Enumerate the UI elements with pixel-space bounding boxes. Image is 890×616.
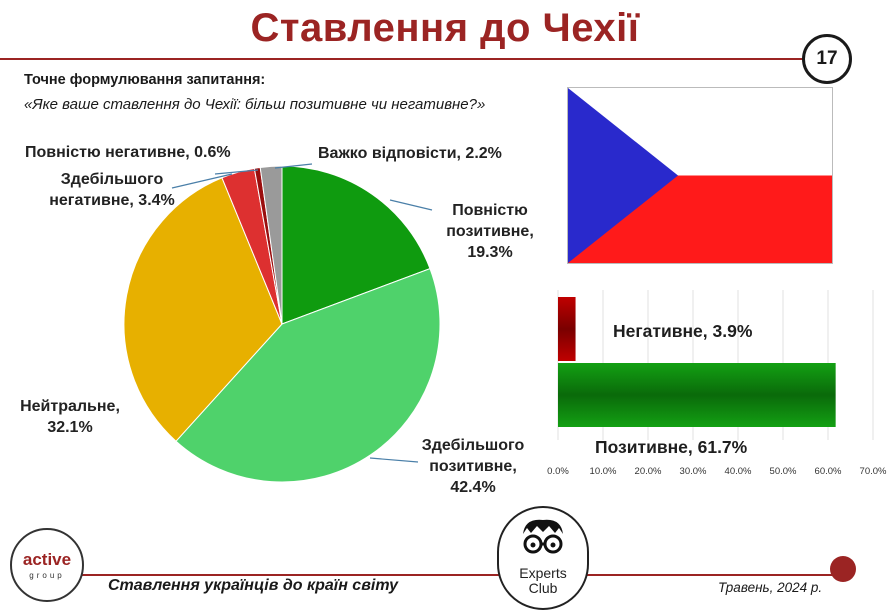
x-tick-label: 70.0%	[860, 466, 887, 477]
pie-chart: Повністю позитивне, 19.3% Здебільшого позити…	[20, 144, 534, 496]
pie-data-label: Здебільшого	[61, 171, 164, 188]
survey-title: Ставлення українців до країн світу	[108, 577, 399, 594]
question-label: Точне формулювання запитання:	[24, 72, 266, 88]
flag-blue-triangle	[568, 88, 678, 263]
pie-data-label: Важко відповісти, 2.2%	[318, 145, 502, 162]
footer-divider	[80, 574, 835, 576]
x-tick-label: 50.0%	[770, 466, 797, 477]
pie-data-label: Повністю	[452, 202, 528, 219]
x-tick-label: 30.0%	[680, 466, 707, 477]
pie-data-label: Здебільшого	[422, 437, 525, 454]
bar	[558, 363, 836, 427]
experts-club-logo: Experts Club	[497, 506, 589, 610]
question-text: «Яке ваше ставлення до Чехії: більш пози…	[24, 96, 486, 113]
experts-word: Experts	[519, 565, 567, 581]
leader-line	[389, 199, 433, 211]
pie-slice	[281, 165, 431, 325]
bar-chart: 0.0% 10.0% 20.0% 30.0% 40.0% 50.0% 60.0% 70.0% Н…	[547, 290, 887, 477]
bar	[558, 297, 576, 361]
pie-data-label: Нейтральне,	[20, 398, 120, 415]
glasses-face-icon	[523, 519, 563, 554]
x-tick-label: 10.0%	[590, 466, 617, 477]
logo-subword: group	[29, 571, 65, 580]
leader-line	[171, 173, 233, 189]
bar-data-label: Позитивне, 61.7%	[595, 437, 748, 457]
leader-line	[369, 457, 419, 463]
pie-data-label: Повністю негативне, 0.6%	[25, 144, 231, 161]
pie-data-label: 19.3%	[467, 244, 512, 261]
pie-slice	[259, 165, 283, 325]
x-tick-label: 40.0%	[725, 466, 752, 477]
pie-data-label: 42.4%	[450, 479, 495, 496]
active-group-logo: active group	[10, 528, 84, 602]
page-title: Ставлення до Чехії	[250, 6, 640, 50]
pie-data-label: негативне, 3.4%	[49, 192, 175, 209]
czech-flag	[567, 87, 833, 264]
leader-line	[274, 163, 313, 169]
x-tick-label: 60.0%	[815, 466, 842, 477]
pie-data-label: 32.1%	[47, 419, 92, 436]
x-tick-label: 20.0%	[635, 466, 662, 477]
leader-line	[214, 169, 259, 175]
survey-date: Травень, 2024 р.	[718, 580, 823, 595]
logo-word: active	[22, 550, 72, 569]
footer-dot	[830, 556, 856, 582]
pie-data-label: позитивне,	[446, 223, 534, 240]
pie-slice	[175, 267, 441, 483]
pie-data-label: позитивне,	[429, 458, 517, 475]
title-underline	[0, 58, 810, 60]
club-word: Club	[528, 580, 558, 596]
pie-slice	[123, 177, 283, 442]
bar-data-label: Негативне, 3.9%	[613, 321, 753, 341]
page-number-badge: 17	[802, 34, 852, 84]
x-tick-label: 0.0%	[547, 466, 569, 477]
